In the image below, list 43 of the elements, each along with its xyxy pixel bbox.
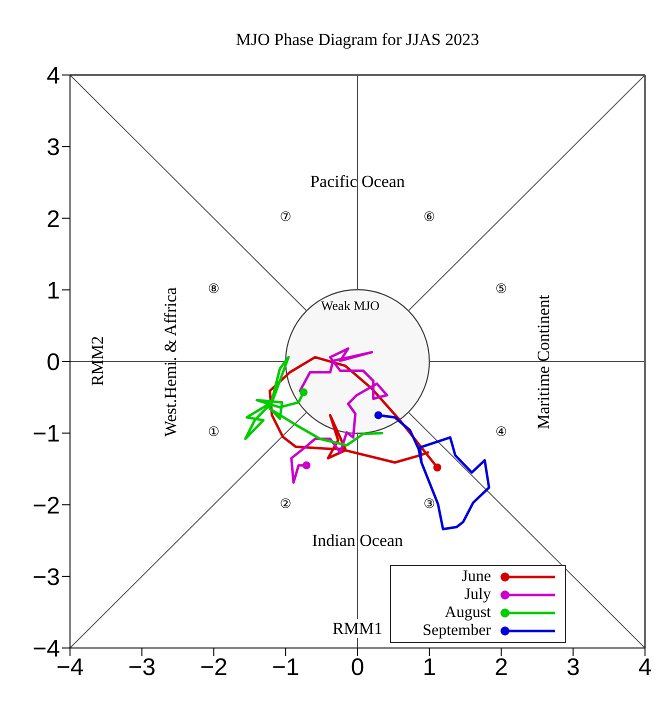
x-tick-label: 3: [566, 654, 580, 682]
annotation: Maritime Continent: [534, 294, 554, 429]
annotation: Indian Ocean: [312, 530, 404, 550]
x-tick-label: 1: [422, 654, 436, 682]
annotation: ⑥: [424, 210, 436, 226]
point: [300, 388, 308, 396]
x-tick-label: 0: [350, 654, 364, 682]
x-tick-label: −2: [200, 654, 228, 682]
x-tick-label: −3: [128, 654, 156, 682]
annotation: Weak MJO: [321, 298, 380, 313]
line-series: [290, 347, 388, 484]
x-tick-label: 2: [494, 654, 508, 682]
legend-label: June: [462, 568, 491, 586]
annotation: ⑦: [280, 210, 292, 226]
legend-label: July: [464, 586, 491, 604]
point: [302, 461, 310, 470]
y-tick-label: −1: [32, 420, 60, 448]
annotation: Pacific Ocean: [310, 172, 405, 192]
x-tick-label: 4: [638, 654, 652, 682]
y-axis-title: RMM2: [88, 334, 108, 388]
legend-label: September: [422, 622, 491, 640]
annotation: ②: [280, 496, 292, 512]
point: [374, 411, 382, 420]
y-tick-label: 2: [46, 206, 60, 233]
y-tick-label: 4: [46, 62, 60, 90]
annotation: ⑧: [208, 282, 220, 297]
annotation: ⑤: [495, 282, 508, 297]
annotation: West.Hemi. & Affrica: [160, 286, 180, 436]
y-tick-label: 3: [46, 134, 60, 162]
x-axis-title: RMM1: [330, 619, 385, 638]
annotation: ①: [208, 425, 220, 440]
annotation: ③: [424, 496, 436, 512]
line-series: [244, 356, 384, 447]
y-tick-label: 1: [46, 277, 60, 304]
x-tick-label: −1: [272, 654, 300, 682]
y-tick-label: −4: [32, 636, 60, 663]
chart-title: MJO Phase Diagram for JJAS 2023: [234, 30, 480, 50]
annotation: ④: [495, 425, 508, 440]
point: [433, 464, 442, 472]
y-tick-label: 0: [46, 349, 60, 376]
y-tick-label: −3: [32, 564, 60, 591]
legend-label: August: [444, 604, 491, 622]
y-tick-label: −2: [32, 492, 60, 520]
